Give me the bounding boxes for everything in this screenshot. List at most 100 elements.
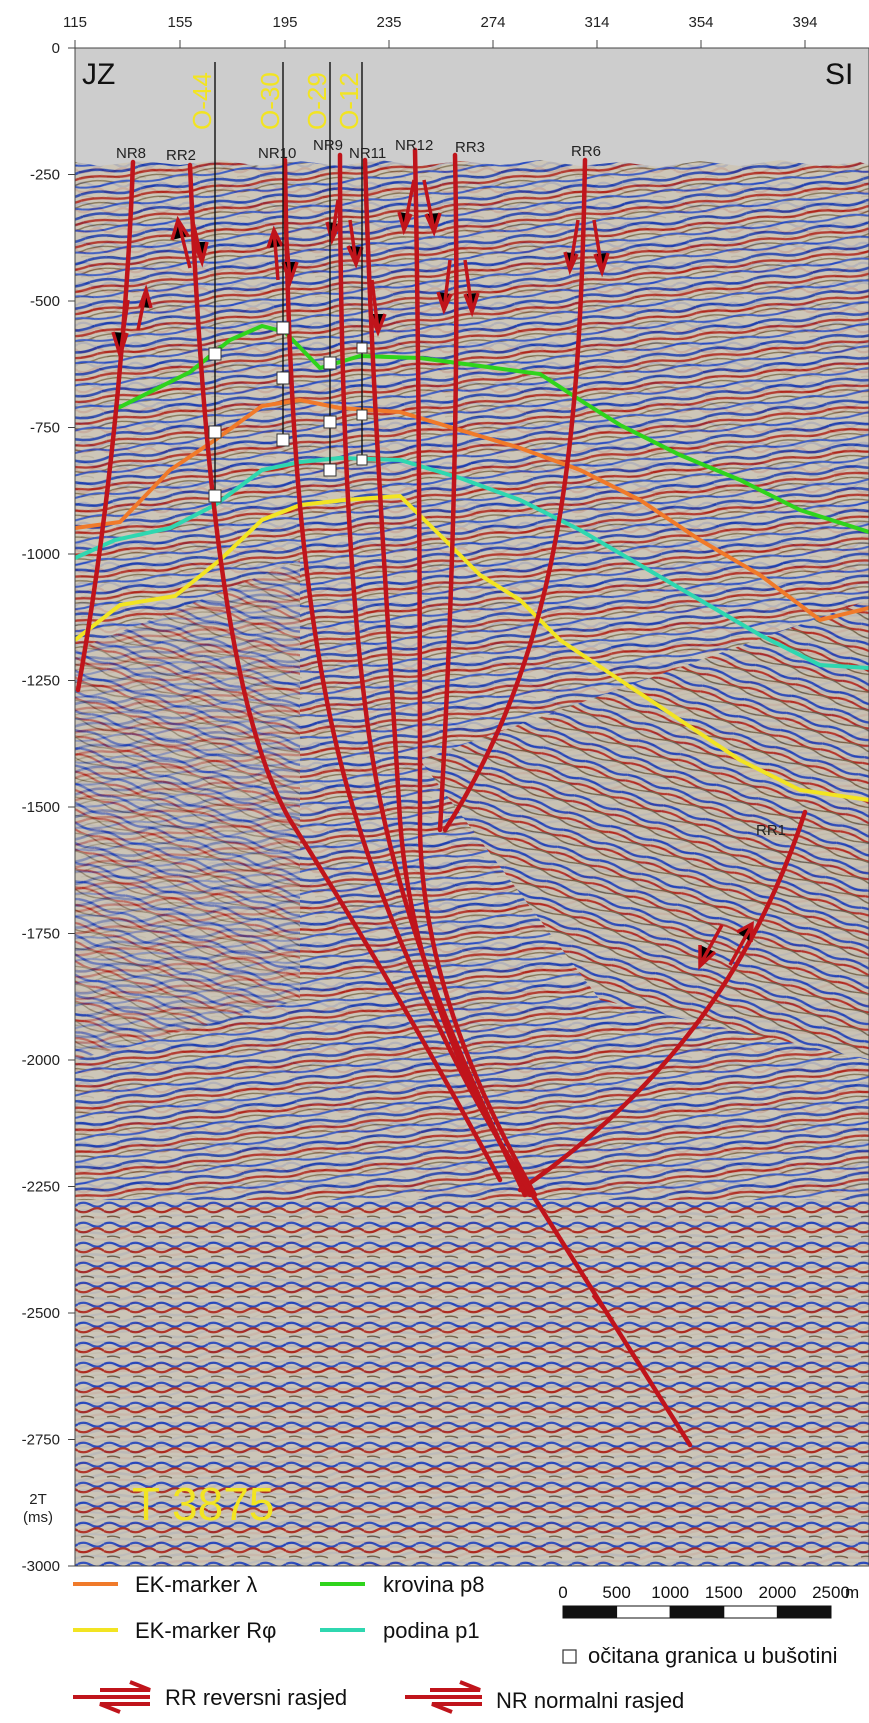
krovina-p8-horizon	[117, 323, 869, 534]
well-labels: O-44 O-30 O-29 O-12	[187, 72, 364, 130]
legend: EK-marker λ krovina p8 EK-marker Rφ podi…	[73, 1572, 859, 1714]
well-label-o12: O-12	[334, 72, 364, 130]
fault-arrow-icon	[397, 179, 416, 236]
well-boundary-marker	[356, 342, 368, 354]
y-axis-unit-line2: (ms)	[23, 1509, 53, 1526]
fault-nr8-line	[75, 159, 136, 693]
fault-label-nr10: NR10	[258, 145, 296, 162]
well-boundary-marker	[356, 409, 368, 421]
scale-bar-segment	[616, 1605, 671, 1619]
top-axis-tick-label: 115	[63, 14, 87, 31]
left-axis: 0 -250 -500 -750 -1000 -1250 -1500 -1750 -2000 -2…	[22, 40, 75, 1575]
legend-well-boundary-label: očitana granica u bušotini	[588, 1643, 838, 1668]
left-axis-tick-label: -1000	[22, 546, 60, 563]
ek-marker-lambda-horizon	[75, 397, 869, 623]
fault-nr10-line	[282, 157, 523, 1178]
well-boundary-marker	[208, 425, 222, 439]
legend-ek-lambda-label: EK-marker λ	[135, 1572, 257, 1597]
well-label-o44: O-44	[187, 72, 217, 130]
scale-bar-segment	[669, 1605, 725, 1619]
normal-fault-symbol-icon	[405, 1680, 482, 1714]
fault-arrow-icon	[188, 209, 209, 268]
legend-well-boundary-swatch	[562, 1649, 577, 1664]
fault-label-nr11: NR11	[349, 145, 386, 162]
top-axis: 115 155 195 235 274 314 354 394	[63, 14, 869, 49]
fault-label-rr3: RR3	[455, 139, 485, 156]
well-boundary-markers	[208, 321, 368, 503]
fault-label-nr12: NR12	[395, 137, 433, 154]
fault-arrow-icon	[698, 924, 724, 971]
fault-motion-arrows	[111, 179, 754, 1310]
left-axis-tick-label: -1250	[22, 673, 60, 690]
legend-krovina-label: krovina p8	[383, 1572, 485, 1597]
left-axis-tick-label: 0	[52, 40, 60, 57]
left-axis-tick-label: -2250	[22, 1179, 60, 1196]
left-axis-tick-label: -2750	[22, 1432, 60, 1449]
scale-bar-label: 500	[602, 1583, 630, 1602]
scale-bar-segment	[723, 1605, 778, 1619]
fault-label-nr9: NR9	[313, 137, 343, 154]
fault-arrow-icon	[281, 229, 299, 288]
faults	[75, 147, 808, 1448]
top-axis-tick-label: 354	[688, 14, 713, 31]
corner-label-right: SI	[825, 58, 853, 91]
fault-arrow-icon	[728, 920, 754, 966]
fault-arrow-icon	[111, 299, 130, 361]
section-name: T 3875	[132, 1478, 274, 1530]
fault-arrow-icon	[170, 215, 192, 269]
horizons	[75, 323, 869, 802]
fault-label-rr2: RR2	[166, 147, 196, 164]
scale-bar-segment	[562, 1605, 618, 1619]
top-axis-tick-label: 155	[167, 14, 192, 31]
left-axis-tick-label: -500	[30, 293, 60, 310]
fault-arrow-icon	[136, 284, 153, 331]
fault-label-nr8: NR8	[116, 145, 146, 162]
fault-rr6-line	[442, 157, 588, 833]
fault-rr2-line	[187, 162, 503, 1183]
well-boundary-marker	[276, 321, 290, 335]
scale-bar-label: 2000	[758, 1583, 796, 1602]
well-boundary-marker	[208, 489, 222, 503]
fault-arrow-icon	[369, 279, 387, 337]
well-boundary-marker	[276, 371, 290, 385]
left-axis-tick-label: -1750	[22, 926, 60, 943]
fault-labels: NR8 RR2 NR10 NR9 NR11 NR12 RR3 RR6 RR1	[116, 137, 786, 839]
fault-arrow-icon	[436, 259, 453, 315]
fault-arrow-icon	[563, 219, 580, 276]
fault-nr11-line	[362, 157, 533, 1198]
left-axis-tick-label: -3000	[22, 1558, 60, 1575]
fault-arrow-icon	[346, 219, 364, 269]
top-axis-tick-label: 235	[376, 14, 401, 31]
well-label-o29: O-29	[302, 72, 332, 130]
well-boundary-marker	[276, 433, 290, 447]
well-boundary-marker	[208, 347, 222, 361]
corner-label-left: JZ	[82, 58, 115, 91]
fault-arrow-icon	[591, 1293, 605, 1310]
legend-reverse-fault-label: RR reversni rasjed	[165, 1685, 347, 1710]
y-axis-unit-line1: 2T	[29, 1491, 47, 1508]
legend-ek-rphi-label: EK-marker Rφ	[135, 1618, 276, 1643]
legend-podina-label: podina p1	[383, 1618, 480, 1643]
fault-label-rr6: RR6	[571, 143, 601, 160]
wells	[214, 62, 363, 497]
top-axis-tick-label: 195	[272, 14, 297, 31]
well-label-o30: O-30	[255, 72, 285, 130]
top-axis-tick-label: 314	[584, 14, 609, 31]
fault-arrow-icon	[422, 179, 442, 237]
scale-bar-segment	[776, 1605, 832, 1619]
top-axis-tick-label: 394	[792, 14, 817, 31]
left-axis-tick-label: -1500	[22, 799, 60, 816]
ek-marker-rphi-horizon	[75, 493, 869, 802]
scale-bar-label: 0	[558, 1583, 567, 1602]
scale-bar-label: 1500	[705, 1583, 743, 1602]
left-axis-tick-label: -2000	[22, 1052, 60, 1069]
well-boundary-marker	[356, 454, 368, 466]
fault-label-rr1: RR1	[756, 822, 786, 839]
no-data-region	[75, 48, 869, 167]
left-axis-tick-label: -750	[30, 420, 60, 437]
left-axis-tick-label: -2500	[22, 1305, 60, 1322]
fault-nr12-line	[412, 147, 538, 1198]
well-boundary-marker	[323, 463, 337, 477]
